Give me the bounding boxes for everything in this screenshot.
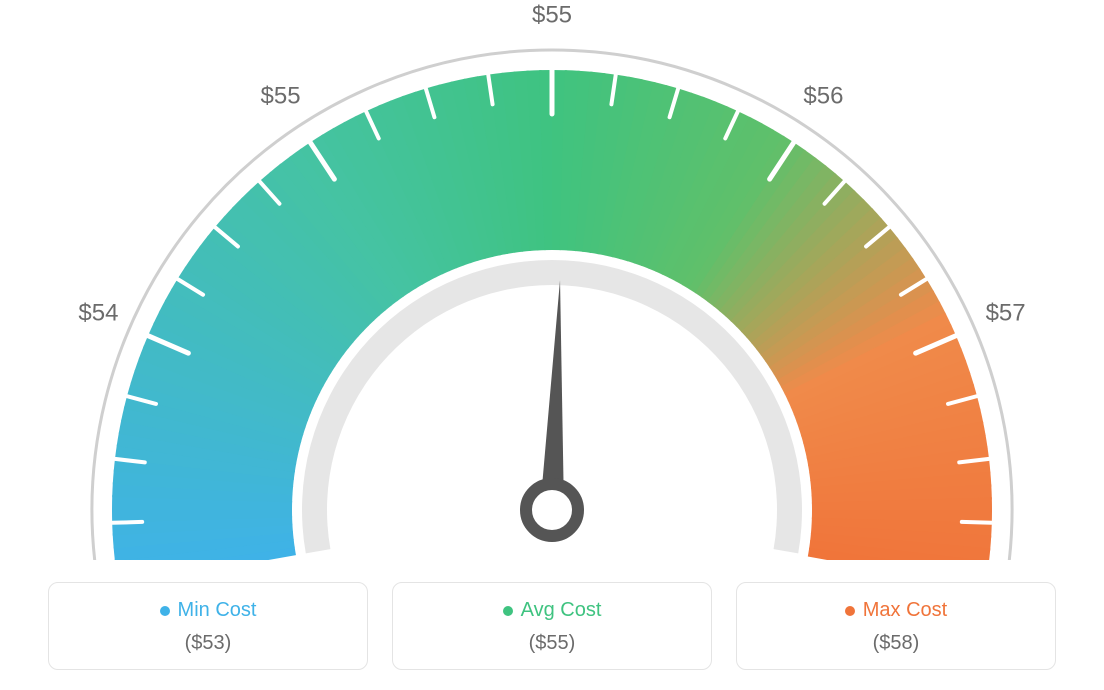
legend-card-min: Min Cost ($53): [48, 582, 368, 670]
legend-label: Max Cost: [863, 599, 947, 622]
legend-card-avg: Avg Cost ($55): [392, 582, 712, 670]
svg-text:$55: $55: [261, 83, 301, 110]
legend-title-min: Min Cost: [160, 599, 257, 622]
legend-value: ($55): [405, 632, 699, 655]
dot-icon: [503, 606, 513, 616]
svg-text:$55: $55: [532, 1, 572, 28]
legend-label: Avg Cost: [521, 599, 602, 622]
dot-icon: [845, 606, 855, 616]
gauge-chart: $53$54$55$55$56$57$58: [0, 0, 1104, 560]
svg-text:$56: $56: [803, 83, 843, 110]
gauge-svg: $53$54$55$55$56$57$58: [0, 0, 1104, 560]
legend-title-avg: Avg Cost: [503, 599, 602, 622]
legend-value: ($58): [749, 632, 1043, 655]
svg-text:$57: $57: [986, 300, 1026, 327]
dot-icon: [160, 606, 170, 616]
legend-card-max: Max Cost ($58): [736, 582, 1056, 670]
legend-value: ($53): [61, 632, 355, 655]
legend-row: Min Cost ($53) Avg Cost ($55) Max Cost (…: [0, 582, 1104, 670]
legend-title-max: Max Cost: [845, 599, 947, 622]
svg-text:$54: $54: [78, 300, 118, 327]
legend-label: Min Cost: [178, 599, 257, 622]
